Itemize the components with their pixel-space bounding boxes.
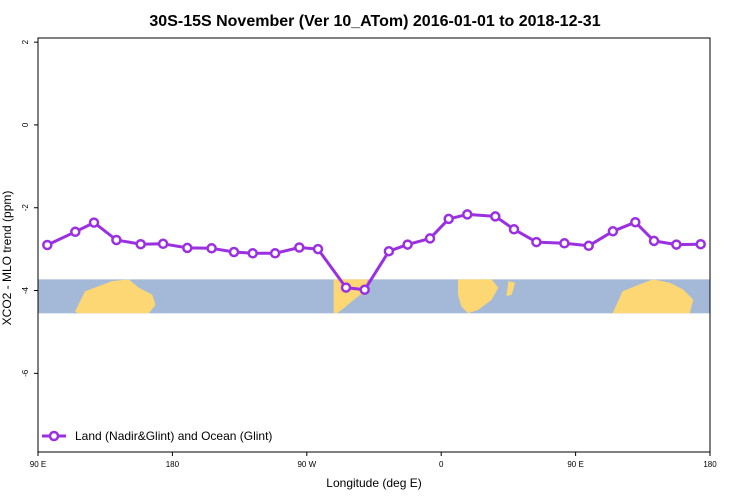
data-point [294, 242, 305, 253]
data-point [269, 248, 281, 259]
data-point [135, 238, 146, 250]
data-point [88, 217, 100, 228]
data-point [228, 246, 240, 258]
data-point [531, 236, 542, 248]
x-tick-label: 90 E [30, 460, 46, 469]
x-axis-label: Longitude (deg E) [326, 476, 421, 490]
x-axis: 90 E 180 90 W 0 90 E 180 [30, 452, 717, 469]
x-tick-label: 90 W [297, 460, 316, 469]
map-band [38, 279, 710, 314]
data-point [490, 211, 501, 222]
data-point [630, 216, 641, 228]
land-madagascar [506, 281, 516, 297]
x-tick-label: 90 E [567, 460, 583, 469]
series-layer [42, 209, 706, 295]
data-point [182, 242, 193, 254]
data-point [424, 233, 436, 244]
data-point [559, 238, 570, 249]
data-point [111, 234, 122, 246]
x-tick-label: 180 [703, 460, 717, 469]
data-point [157, 238, 169, 250]
data-point [70, 226, 81, 238]
x-tick-label: 180 [166, 460, 180, 469]
y-tick-label: -4 [21, 286, 30, 294]
data-point [402, 239, 413, 250]
data-point [247, 248, 258, 259]
data-point [607, 226, 619, 237]
data-point [340, 282, 352, 293]
y-tick-label: 2 [21, 39, 30, 44]
legend: Land (Nadir&Glint) and Ocean (Glint) [42, 429, 272, 443]
y-axis: 2 0 -2 -4 -6 [21, 39, 38, 377]
data-point [443, 213, 454, 225]
legend-label: Land (Nadir&Glint) and Ocean (Glint) [75, 429, 272, 443]
land-australia-east [612, 279, 694, 314]
x-tick-label: 0 [439, 460, 444, 469]
chart-title: 30S-15S November (Ver 10_ATom) 2016-01-0… [149, 13, 600, 30]
land-africa [458, 279, 499, 314]
data-point [42, 239, 53, 251]
legend-marker [48, 430, 60, 442]
y-tick-label: 0 [21, 122, 30, 127]
data-point [648, 235, 660, 247]
data-point [508, 224, 520, 235]
data-point [695, 238, 706, 250]
data-point [359, 284, 370, 295]
series-line [46, 212, 701, 292]
plot-frame [37, 37, 711, 453]
y-axis-label: XCO2 - MLO trend (ppm) [0, 191, 14, 326]
data-point [462, 209, 473, 220]
y-tick-label: -6 [21, 369, 30, 377]
data-point [312, 243, 324, 255]
data-point [671, 239, 682, 250]
data-point [383, 245, 395, 257]
land-australia-west [75, 279, 156, 314]
data-point [206, 243, 217, 254]
y-tick-label: -2 [21, 204, 30, 212]
data-point [583, 240, 594, 252]
